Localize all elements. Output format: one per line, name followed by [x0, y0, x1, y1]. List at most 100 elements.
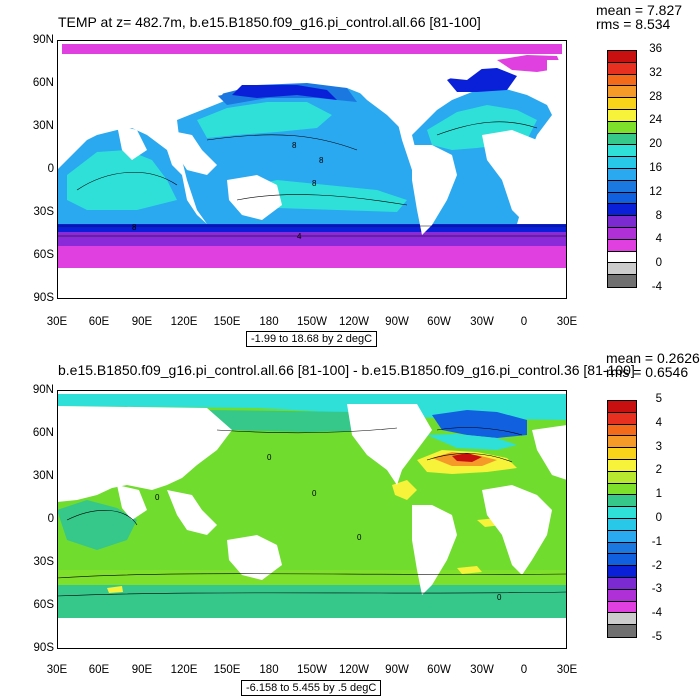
panel2-lat-label: 90N — [32, 384, 54, 396]
map2-land-antarctica — [57, 618, 567, 649]
map1-contour-line — [236, 194, 408, 206]
colorbar-label: 4 — [655, 233, 662, 246]
panel2-lon-label: 60W — [427, 664, 451, 676]
colorbar-swatch — [608, 589, 636, 602]
panel2-lon-label: 60E — [88, 664, 110, 676]
colorbar-label: -1 — [651, 535, 662, 548]
colorbar-label: -3 — [651, 583, 662, 596]
panel1-lon-label: 90E — [131, 316, 153, 328]
map2-land-eurasia — [57, 406, 232, 502]
map1-contour-label: 8 — [319, 156, 324, 165]
map2-indian-yellow — [107, 586, 123, 593]
colorbar-swatch — [608, 62, 636, 75]
colorbar-label: 32 — [649, 66, 662, 79]
colorbar-swatch — [608, 601, 636, 614]
map1-contour-label: 4 — [297, 232, 302, 241]
map1-southern-purple — [57, 230, 567, 246]
map2-contour-label: 0 — [497, 593, 502, 602]
panel1-lon-label: 120W — [338, 316, 370, 328]
map1-contour-line — [436, 121, 538, 136]
map1-land-eurasia — [57, 54, 232, 145]
colorbar-label: 16 — [649, 162, 662, 174]
panel1-lat-label: 60N — [32, 77, 54, 89]
panel1-lon-label: 180 — [259, 316, 279, 328]
panel1-lon-label: 150E — [213, 316, 241, 328]
panel2-lat-label: 90S — [33, 642, 54, 654]
panel1-title: TEMP at z= 482.7m, b.e15.B1850.f09_g16.p… — [58, 14, 481, 30]
colorbar-label: 4 — [655, 416, 662, 429]
map2-contour-line — [57, 573, 567, 579]
panel1-lon-label: 30E — [556, 316, 578, 328]
colorbar-swatch — [608, 483, 636, 496]
panel2-colorbar-labels: 5 4 3 2 1 0 -1 -2 -3 -4 -5 — [622, 393, 662, 646]
map2-land-africa — [482, 485, 552, 575]
colorbar-label: -4 — [651, 281, 662, 293]
colorbar-label: 0 — [655, 257, 662, 270]
map1-indian-warm — [67, 150, 177, 210]
colorbar-swatch — [608, 613, 636, 626]
colorbar-swatch — [608, 51, 636, 63]
panel2-lon-label: 30W — [470, 664, 494, 676]
colorbar-swatch — [608, 530, 636, 543]
colorbar-swatch — [608, 495, 636, 508]
colorbar-swatch — [608, 121, 636, 134]
map2-contour-line — [57, 591, 567, 597]
panel1-lon-label: 30E — [46, 316, 68, 328]
map2-land-australia — [227, 535, 282, 580]
map1-land-africa-main — [482, 130, 552, 220]
colorbar-label: -5 — [651, 631, 662, 643]
map1-nw-pacific-dark — [232, 85, 337, 100]
panel1-rms: rms = 8.534 — [596, 16, 671, 32]
map1-land-seasia — [167, 130, 217, 175]
colorbar-label: 3 — [655, 440, 662, 453]
panel2-mean: mean = 0.2626 — [606, 350, 700, 366]
colorbar-swatch — [608, 109, 636, 122]
panel1-lat-label: 30N — [32, 120, 54, 132]
colorbar-swatch — [608, 566, 636, 578]
colorbar-swatch — [608, 401, 636, 413]
colorbar-swatch — [608, 192, 636, 205]
map2-frame — [57, 390, 567, 649]
colorbar-swatch — [608, 577, 636, 590]
map2-land-seasia — [167, 490, 217, 535]
panel2-lon-label: 150W — [296, 664, 328, 676]
map1-land-europe — [547, 60, 567, 120]
panel2-lat-label: 60N — [32, 427, 54, 439]
colorbar-swatch — [608, 227, 636, 240]
map2-southern-teal — [57, 585, 567, 618]
panel1-lat-label: 0 — [47, 163, 54, 175]
colorbar-label: 28 — [649, 90, 662, 103]
panel2-lat-label: 30N — [32, 470, 54, 482]
colorbar-swatch — [608, 86, 636, 99]
panel1-lon-label: 60E — [88, 316, 110, 328]
panel2-lon-label: 120E — [170, 664, 198, 676]
map1-contour-line — [206, 134, 358, 151]
colorbar-swatch — [608, 74, 636, 87]
map2-sa-yellow — [457, 566, 482, 574]
colorbar-swatch — [608, 251, 636, 264]
map1-southern-blue — [57, 224, 567, 232]
map2-indian-teal — [57, 500, 137, 550]
panel2-lat-label: 0 — [47, 513, 54, 525]
map2-contour-line — [66, 510, 138, 526]
panel1-lon-label: 120E — [170, 316, 198, 328]
map2-southern-light — [57, 570, 567, 585]
colorbar-swatch — [608, 424, 636, 437]
colorbar-label: 36 — [649, 43, 662, 55]
panel1-mean: mean = 7.827 — [596, 2, 683, 18]
panel2-lon-label: 150E — [213, 664, 241, 676]
map2-contour-line — [436, 427, 523, 436]
map1-arctic-strip — [62, 44, 562, 54]
colorbar-swatch — [608, 412, 636, 425]
colorbar-label: -2 — [651, 559, 662, 572]
colorbar-swatch — [608, 625, 636, 637]
map2-land-europe — [532, 425, 567, 480]
colorbar-swatch — [608, 436, 636, 449]
map1-frame — [57, 40, 567, 299]
colorbar-label: -4 — [651, 607, 662, 620]
colorbar-swatch — [608, 275, 636, 287]
colorbar-swatch — [608, 448, 636, 460]
panel1-map: 8 8 8 8 4 — [57, 40, 567, 299]
colorbar-swatch — [608, 168, 636, 181]
map2-contour-line — [426, 453, 513, 463]
